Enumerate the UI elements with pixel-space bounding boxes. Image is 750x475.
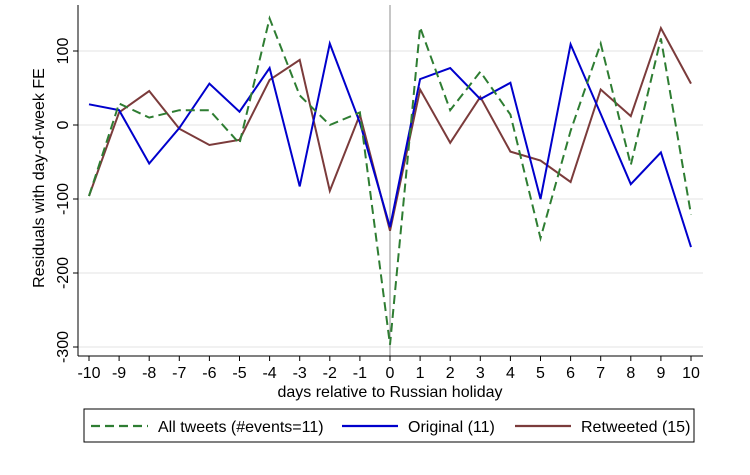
x-tick-label-19: 9 xyxy=(656,365,665,382)
x-tick-label-5: -5 xyxy=(232,365,246,382)
legend: All tweets (#events=11) Original (11) Re… xyxy=(83,408,695,443)
x-tick-label-7: -3 xyxy=(293,365,307,382)
x-tick-label-11: 1 xyxy=(416,365,425,382)
x-tick-label-20: 10 xyxy=(682,365,700,382)
legend-label-retweeted: Retweeted (15) xyxy=(581,419,690,436)
x-tick-label-2: -8 xyxy=(142,365,156,382)
x-tick-label-3: -7 xyxy=(172,365,186,382)
y-tick-label-4: -300 xyxy=(55,331,72,363)
x-tick-label-13: 3 xyxy=(476,365,485,382)
x-tick-label-4: -6 xyxy=(202,365,216,382)
x-tick-label-8: -2 xyxy=(323,365,337,382)
x-tick-label-12: 2 xyxy=(446,365,455,382)
series-layer xyxy=(88,15,692,345)
y-tick-label-1: 0 xyxy=(55,120,72,129)
series-line-1 xyxy=(88,40,692,248)
label-layer: days relative to Russian holiday Residua… xyxy=(31,68,503,401)
x-tick-label-18: 8 xyxy=(626,365,635,382)
grid-layer xyxy=(78,5,703,356)
y-axis-title: Residuals with day-of-week FE xyxy=(31,68,48,288)
x-tick-label-14: 4 xyxy=(506,365,515,382)
series-line-0 xyxy=(88,15,692,345)
x-tick-label-10: 0 xyxy=(386,365,395,382)
x-tick-label-15: 5 xyxy=(536,365,545,382)
y-tick-label-2: -100 xyxy=(55,183,72,215)
series-line-2 xyxy=(88,25,692,232)
x-tick-label-1: -9 xyxy=(112,365,126,382)
y-tick-label-0: 100 xyxy=(55,38,72,65)
x-tick-label-17: 7 xyxy=(596,365,605,382)
x-tick-label-0: -10 xyxy=(77,365,100,382)
x-tick-label-9: -1 xyxy=(353,365,367,382)
x-tick-label-16: 6 xyxy=(566,365,575,382)
legend-label-all-tweets: All tweets (#events=11) xyxy=(158,419,324,436)
y-tick-label-3: -200 xyxy=(55,257,72,289)
x-axis-title: days relative to Russian holiday xyxy=(277,384,502,401)
legend-label-original: Original (11) xyxy=(408,419,495,436)
x-tick-label-6: -4 xyxy=(262,365,276,382)
